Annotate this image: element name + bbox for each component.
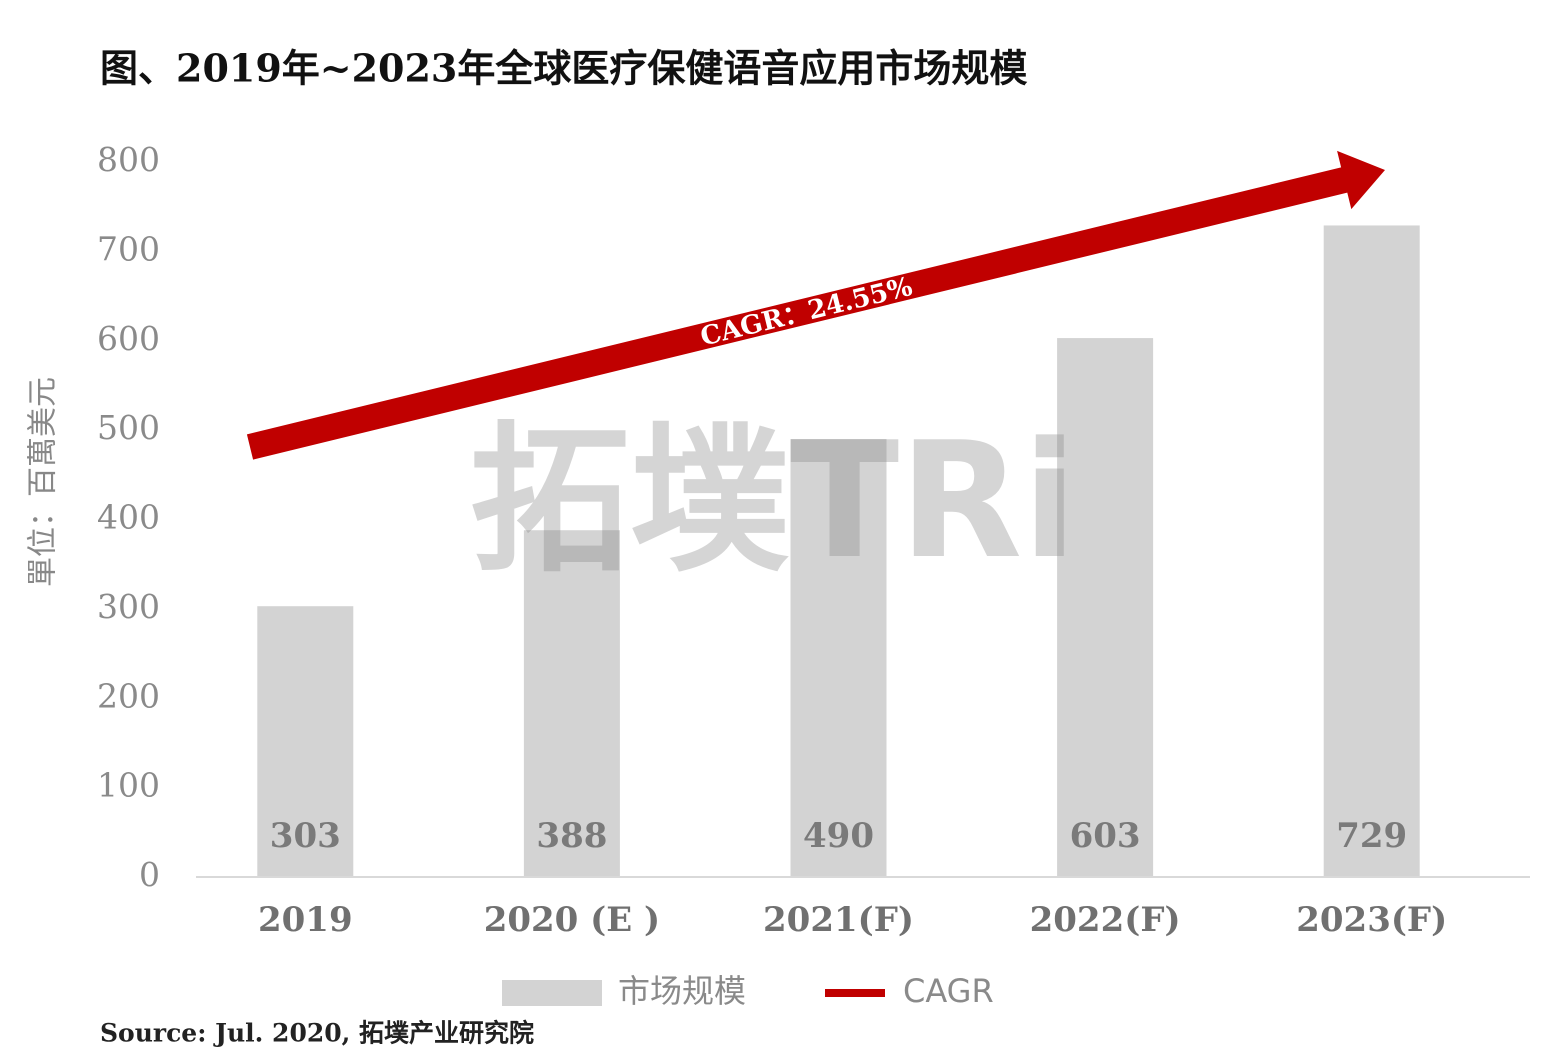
y-tick-label: 700 xyxy=(97,229,160,268)
x-tick-label: 2023(F) xyxy=(1296,900,1447,940)
cagr-label: CAGR：24.55% xyxy=(698,272,916,353)
value-label: 490 xyxy=(803,816,874,856)
y-tick-label: 200 xyxy=(97,676,160,715)
value-label: 603 xyxy=(1070,816,1141,856)
value-label: 729 xyxy=(1336,816,1407,856)
x-tick-label: 2020 (E ) xyxy=(484,900,660,940)
x-tick-label: 2019 xyxy=(258,900,353,940)
y-tick-label: 100 xyxy=(97,766,160,805)
y-tick-label: 0 xyxy=(139,855,160,894)
bar xyxy=(1323,225,1420,878)
bar xyxy=(257,606,354,877)
source: Source: Jul. 2020, 拓墣产业研究院 xyxy=(100,1019,534,1048)
y-tick-label: 500 xyxy=(97,408,160,447)
watermark: 拓墣TRi xyxy=(470,407,1077,594)
y-tick-label: 300 xyxy=(97,587,160,626)
x-tick-label: 2022(F) xyxy=(1030,900,1181,940)
cagr-arrow-shape xyxy=(246,150,1386,460)
bar xyxy=(523,530,620,877)
bar xyxy=(1057,338,1154,878)
y-tick-label: 400 xyxy=(97,498,160,537)
y-axis-label: 單位：百萬美元 xyxy=(26,377,61,587)
legend-label: 市场规模 xyxy=(618,972,746,1010)
value-label: 303 xyxy=(270,816,341,856)
y-tick-label: 600 xyxy=(97,319,160,358)
legend-label: CAGR xyxy=(903,972,994,1010)
y-tick-label: 800 xyxy=(97,140,160,179)
legend-swatch xyxy=(502,980,602,1006)
x-tick-label: 2021(F) xyxy=(763,900,914,940)
chart-title: 图、2019年~2023年全球医疗保健语音应用市场规模 xyxy=(100,46,1027,91)
value-label: 388 xyxy=(536,816,607,856)
bar xyxy=(790,439,887,877)
